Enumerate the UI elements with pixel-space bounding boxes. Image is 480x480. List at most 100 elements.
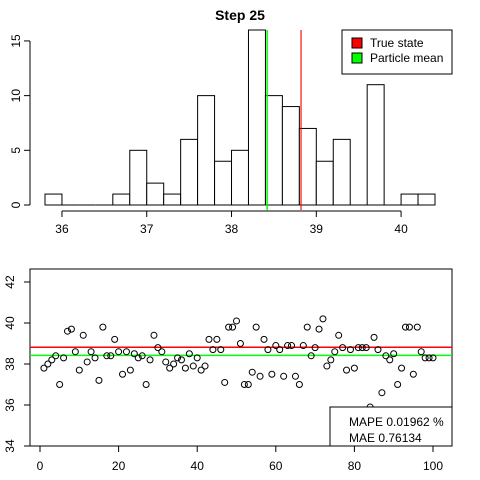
histogram-bar bbox=[366, 84, 385, 206]
scatter-point bbox=[126, 366, 134, 374]
scatter-point bbox=[244, 381, 252, 388]
legend-swatch-true-state bbox=[351, 37, 363, 49]
scatter-point bbox=[339, 344, 347, 352]
scatter-point bbox=[181, 364, 189, 372]
scatter-point bbox=[146, 356, 154, 364]
scatter-point bbox=[111, 335, 119, 343]
scatter-point bbox=[421, 354, 429, 362]
histogram-y-tick-label: 5 bbox=[9, 147, 23, 154]
scatter-point bbox=[303, 323, 311, 331]
scatter-point bbox=[252, 323, 260, 331]
scatter-point bbox=[260, 335, 268, 343]
scatter-x-tick-label: 0 bbox=[37, 459, 44, 473]
scatter-point bbox=[374, 346, 382, 354]
scatter-point bbox=[138, 352, 146, 360]
histogram-bars bbox=[44, 29, 436, 206]
histogram-x-tick-label: 40 bbox=[394, 222, 408, 236]
scatter-point bbox=[335, 331, 343, 339]
histogram-chart: Step 25 36 37 38 39 40 0 5 10 15 True state Par… bbox=[9, 7, 453, 236]
scatter-point bbox=[417, 348, 425, 356]
scatter-point bbox=[229, 323, 237, 331]
scatter-point bbox=[40, 364, 48, 372]
scatter-point bbox=[256, 372, 264, 380]
scatter-point bbox=[291, 372, 299, 380]
scatter-point bbox=[394, 381, 402, 388]
scatter-y-axis: 34 36 38 40 42 bbox=[3, 275, 30, 453]
scatter-point bbox=[233, 317, 240, 325]
scatter-point bbox=[350, 364, 358, 372]
histogram-bar bbox=[332, 138, 351, 206]
scatter-point bbox=[107, 352, 115, 360]
scatter-point bbox=[390, 350, 398, 358]
scatter-point bbox=[225, 323, 233, 331]
scatter-point bbox=[56, 381, 64, 388]
histogram-bar bbox=[163, 193, 182, 206]
histogram-y-tick-label: 15 bbox=[9, 34, 23, 48]
scatter-point bbox=[87, 348, 95, 356]
histogram-bar bbox=[214, 160, 233, 206]
scatter-point bbox=[99, 323, 107, 331]
scatter-point bbox=[150, 331, 158, 339]
scatter-point bbox=[268, 370, 276, 378]
scatter-point bbox=[370, 333, 378, 341]
histogram-x-axis: 36 37 38 39 40 bbox=[55, 210, 408, 236]
scatter-point bbox=[209, 346, 217, 354]
scatter-point bbox=[288, 342, 296, 350]
histogram-bar bbox=[417, 193, 436, 206]
scatter-point bbox=[174, 354, 182, 362]
histogram-bar bbox=[129, 149, 148, 206]
histogram-legend: True state Particle mean bbox=[341, 29, 453, 75]
scatter-point bbox=[115, 348, 123, 356]
scatter-point bbox=[189, 362, 197, 370]
scatter-point bbox=[425, 354, 433, 362]
scatter-x-tick-label: 60 bbox=[269, 459, 283, 473]
scatter-point bbox=[213, 335, 221, 343]
scatter-point bbox=[327, 356, 335, 364]
scatter-point bbox=[217, 346, 225, 354]
histogram-y-axis: 0 5 10 15 bbox=[9, 34, 31, 208]
histogram-x-tick-label: 36 bbox=[55, 222, 69, 236]
mape-text: MAPE 0.01962 % bbox=[349, 415, 444, 429]
scatter-point bbox=[185, 350, 193, 358]
scatter-point bbox=[170, 360, 178, 368]
scatter-point bbox=[401, 323, 409, 331]
scatter-point bbox=[83, 358, 91, 366]
scatter-point bbox=[79, 331, 87, 339]
histogram-x-tick-label: 37 bbox=[140, 222, 154, 236]
scatter-point bbox=[95, 376, 103, 384]
scatter-point bbox=[240, 381, 248, 388]
scatter-point bbox=[130, 350, 138, 358]
scatter-x-tick-label: 40 bbox=[191, 459, 205, 473]
histogram-x-tick-label: 39 bbox=[310, 222, 324, 236]
scatter-point bbox=[362, 344, 370, 352]
histogram-bar bbox=[180, 138, 199, 206]
histogram-bar bbox=[400, 193, 419, 206]
histogram-y-tick-label: 0 bbox=[9, 201, 23, 208]
histogram-bar bbox=[112, 193, 131, 206]
histogram-bar bbox=[231, 149, 249, 206]
scatter-point bbox=[284, 342, 292, 350]
scatter-point bbox=[205, 335, 213, 343]
histogram-bar bbox=[298, 127, 317, 206]
scatter-point bbox=[71, 348, 79, 356]
scatter-x-tick-label: 100 bbox=[423, 459, 443, 473]
scatter-y-tick-label: 42 bbox=[3, 275, 17, 289]
scatter-point bbox=[272, 342, 280, 350]
scatter-point bbox=[52, 352, 60, 360]
scatter-y-tick-label: 34 bbox=[3, 439, 17, 453]
scatter-x-tick-label: 20 bbox=[112, 459, 126, 473]
scatter-point bbox=[378, 389, 386, 397]
scatter-point bbox=[60, 354, 68, 362]
scatter-point bbox=[75, 366, 83, 374]
histogram-bar bbox=[197, 95, 216, 206]
histogram-y-tick-label: 10 bbox=[9, 89, 23, 103]
scatter-x-axis: 0 20 40 60 80 100 bbox=[37, 446, 443, 473]
scatter-chart: 0 20 40 60 80 100 34 36 38 40 42 MAPE 0.01962 % M… bbox=[3, 268, 453, 473]
histogram-x-tick-label: 38 bbox=[225, 222, 239, 236]
scatter-point bbox=[409, 370, 417, 378]
histogram-bar bbox=[44, 193, 63, 206]
scatter-point bbox=[295, 381, 303, 388]
histogram-bar bbox=[281, 106, 300, 206]
scatter-point bbox=[382, 352, 390, 360]
scatter-point bbox=[158, 348, 166, 356]
